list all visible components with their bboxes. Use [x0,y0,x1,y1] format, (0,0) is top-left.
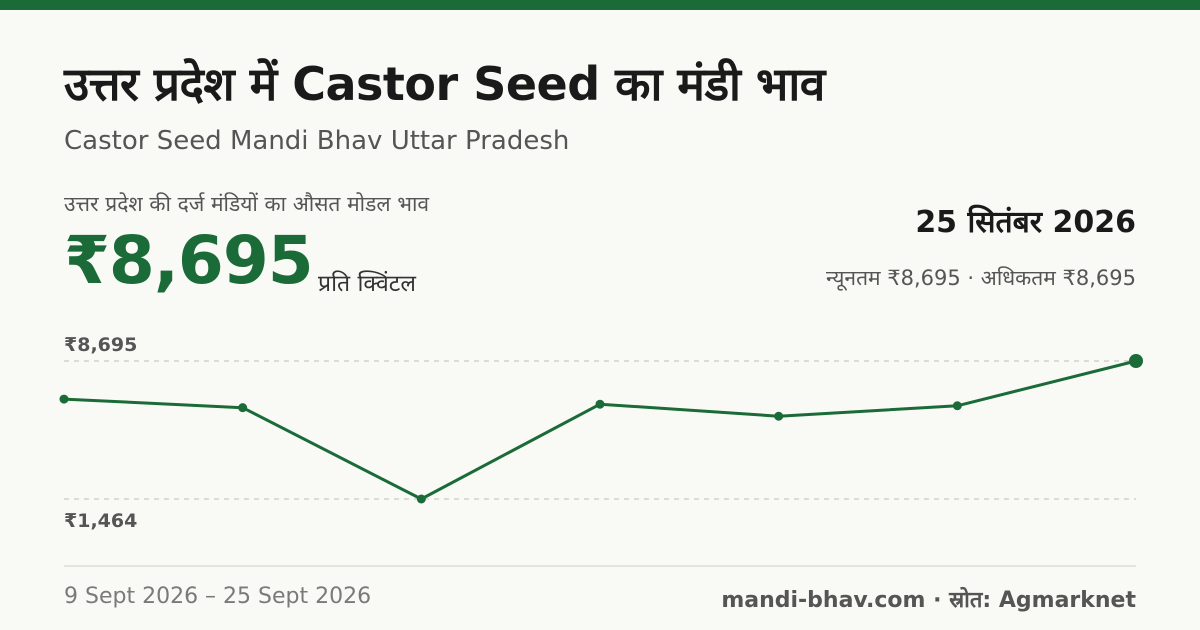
data-point [59,394,69,404]
price-date: 25 सितंबर 2026 [915,205,1136,240]
data-point-latest [1129,354,1143,368]
page-subtitle: Castor Seed Mandi Bhav Uttar Pradesh [64,126,570,156]
data-point [952,401,962,411]
page-title: उत्तर प्रदेश में Castor Seed का मंडी भाव [64,57,825,111]
data-point [416,494,426,504]
data-points [59,354,1143,504]
footer-divider [64,565,1136,567]
data-point [774,411,784,421]
series-line [62,359,1138,501]
y-tick-label-min: ₹1,464 [64,510,137,532]
price-caption: उत्तर प्रदेश की दर्ज मंडियों का औसत मोडल… [64,192,430,216]
min-max-price: न्यूनतम ₹8,695 · अधिकतम ₹8,695 [826,266,1136,290]
site-and-source: mandi-bhav.com · स्रोत: Agmarknet [721,588,1136,613]
average-price: ₹8,695 [64,222,314,299]
data-point [595,399,605,409]
y-tick-label-max: ₹8,695 [64,334,137,356]
data-point [238,403,248,413]
top-accent-bar [0,0,1200,10]
price-unit: प्रति क्विंटल [318,271,416,297]
date-range: 9 Sept 2026 – 25 Sept 2026 [64,584,372,609]
